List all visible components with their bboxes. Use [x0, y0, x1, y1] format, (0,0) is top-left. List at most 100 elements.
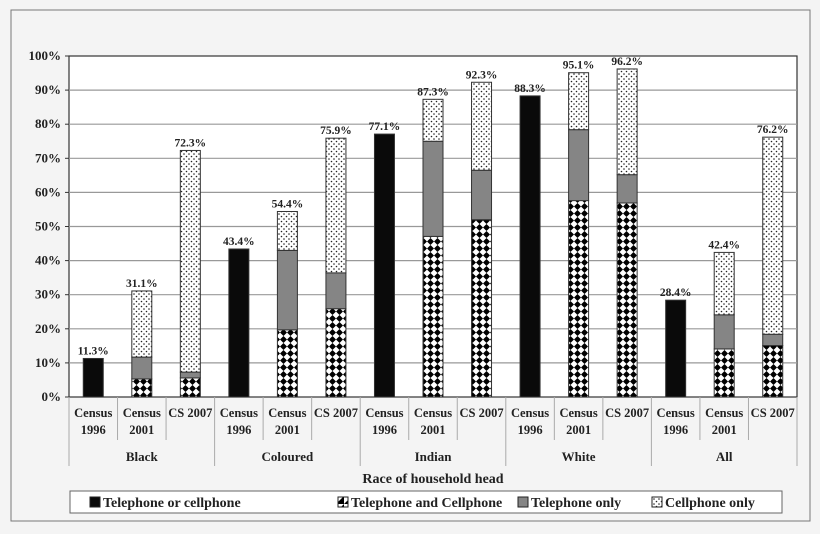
category-label: 1996	[518, 423, 543, 437]
category-label: Census	[657, 406, 695, 420]
data-label: 96.2%	[611, 56, 643, 68]
bar-segment-telephone-and-cellphone	[422, 235, 444, 398]
bar-segment-telephone-only	[131, 356, 153, 380]
data-label: 43.4%	[223, 236, 255, 248]
data-label: 77.1%	[369, 121, 401, 133]
legend-label: Telephone or cellphone	[103, 496, 241, 511]
data-label: 31.1%	[126, 278, 158, 290]
bar-segment-telephone-only	[325, 272, 347, 310]
legend-swatch-telephone-and-cellphone	[337, 496, 349, 508]
data-label: 42.4%	[708, 239, 740, 251]
bar-segment-telephone-and-cellphone	[325, 308, 347, 398]
bar-segment-telephone-only	[179, 371, 201, 379]
data-label: 11.3%	[78, 345, 109, 357]
group-label: Black	[126, 449, 159, 464]
x-axis-title: Race of household head	[362, 472, 503, 487]
y-tick-label: 30%	[35, 287, 61, 302]
bar-segment-telephone-or-cellphone	[665, 299, 687, 398]
y-tick-label: 70%	[35, 150, 61, 165]
bar-segment-telephone-and-cellphone	[471, 219, 493, 398]
bar-segment-cellphone-only	[568, 72, 590, 131]
data-label: 95.1%	[563, 60, 595, 72]
y-tick-label: 90%	[35, 82, 61, 97]
category-label: 1996	[81, 423, 106, 437]
category-label: 2001	[129, 423, 154, 437]
bar-segment-telephone-and-cellphone	[713, 348, 735, 398]
y-tick-label: 0%	[42, 389, 62, 404]
bar-segment-cellphone-only	[616, 68, 638, 176]
category-label: Census	[123, 406, 161, 420]
y-tick-label: 100%	[29, 48, 62, 63]
bar-segment-cellphone-only	[422, 98, 444, 142]
category-label: Census	[511, 406, 549, 420]
y-tick-label: 50%	[35, 219, 61, 234]
data-label: 72.3%	[175, 137, 207, 149]
bar-segment-telephone-only	[713, 314, 735, 350]
bar-segment-telephone-or-cellphone	[228, 248, 250, 398]
bar-segment-telephone-only	[276, 249, 298, 331]
bar-segment-telephone-or-cellphone	[519, 95, 541, 398]
category-label: Census	[559, 406, 597, 420]
bar-segment-telephone-and-cellphone	[616, 202, 638, 398]
legend-label: Telephone only	[531, 496, 621, 511]
data-label: 75.9%	[320, 125, 352, 137]
bar-segment-telephone-and-cellphone	[179, 377, 201, 398]
y-tick-label: 10%	[35, 355, 61, 370]
bar-segment-telephone-and-cellphone	[131, 378, 153, 398]
bar-segment-telephone-and-cellphone	[762, 345, 784, 398]
bar-segment-cellphone-only	[713, 251, 735, 316]
bar-segment-cellphone-only	[179, 149, 201, 373]
category-label: CS 2007	[168, 406, 212, 420]
category-label: 2001	[566, 423, 591, 437]
bar-segment-telephone-and-cellphone	[568, 200, 590, 398]
group-label: White	[562, 449, 596, 464]
category-label: Census	[414, 406, 452, 420]
legend-label: Cellphone only	[665, 496, 755, 511]
bar-segment-telephone-only	[616, 174, 638, 204]
data-label: 92.3%	[466, 69, 498, 81]
group-label: Indian	[415, 449, 453, 464]
data-label: 88.3%	[514, 83, 546, 95]
bar-segment-cellphone-only	[131, 290, 153, 358]
bar-segment-cellphone-only	[471, 81, 493, 171]
bar-segment-telephone-only	[471, 169, 493, 221]
category-label: 1996	[226, 423, 251, 437]
y-tick-label: 40%	[35, 253, 61, 268]
bar-segment-telephone-only	[568, 129, 590, 202]
category-label: 2001	[421, 423, 446, 437]
category-label: 2001	[275, 423, 300, 437]
category-label: CS 2007	[459, 406, 503, 420]
bar-segment-cellphone-only	[762, 136, 784, 335]
legend-swatch-cellphone-only	[651, 496, 663, 508]
bar-segment-cellphone-only	[276, 210, 298, 251]
bar-segment-cellphone-only	[325, 137, 347, 274]
category-label: Census	[365, 406, 403, 420]
category-label: Census	[74, 406, 112, 420]
group-label: All	[716, 449, 733, 464]
bar-segment-telephone-only	[762, 333, 784, 347]
category-label: 1996	[663, 423, 688, 437]
y-tick-label: 60%	[35, 184, 61, 199]
legend-swatch-telephone-or-cellphone	[89, 496, 101, 508]
y-tick-label: 80%	[35, 116, 61, 131]
category-label: CS 2007	[751, 406, 795, 420]
category-label: Census	[268, 406, 306, 420]
legend: Telephone or cellphone Telephone and Cell…	[69, 490, 783, 514]
bar-segment-telephone-or-cellphone	[82, 357, 104, 398]
group-label: Coloured	[262, 449, 315, 464]
category-label: Census	[705, 406, 743, 420]
bar-segment-telephone-and-cellphone	[276, 329, 298, 398]
category-label: CS 2007	[605, 406, 649, 420]
data-label: 76.2%	[757, 124, 789, 136]
y-tick-label: 20%	[35, 321, 61, 336]
legend-swatch-telephone-only	[517, 496, 529, 508]
data-label: 54.4%	[272, 198, 304, 210]
data-label: 28.4%	[660, 287, 692, 299]
legend-label: Telephone and Cellphone	[351, 496, 502, 511]
category-label: CS 2007	[314, 406, 358, 420]
category-label: 2001	[712, 423, 737, 437]
bar-segment-telephone-or-cellphone	[373, 133, 395, 398]
bar-segment-telephone-only	[422, 140, 444, 237]
data-label: 87.3%	[417, 86, 449, 98]
